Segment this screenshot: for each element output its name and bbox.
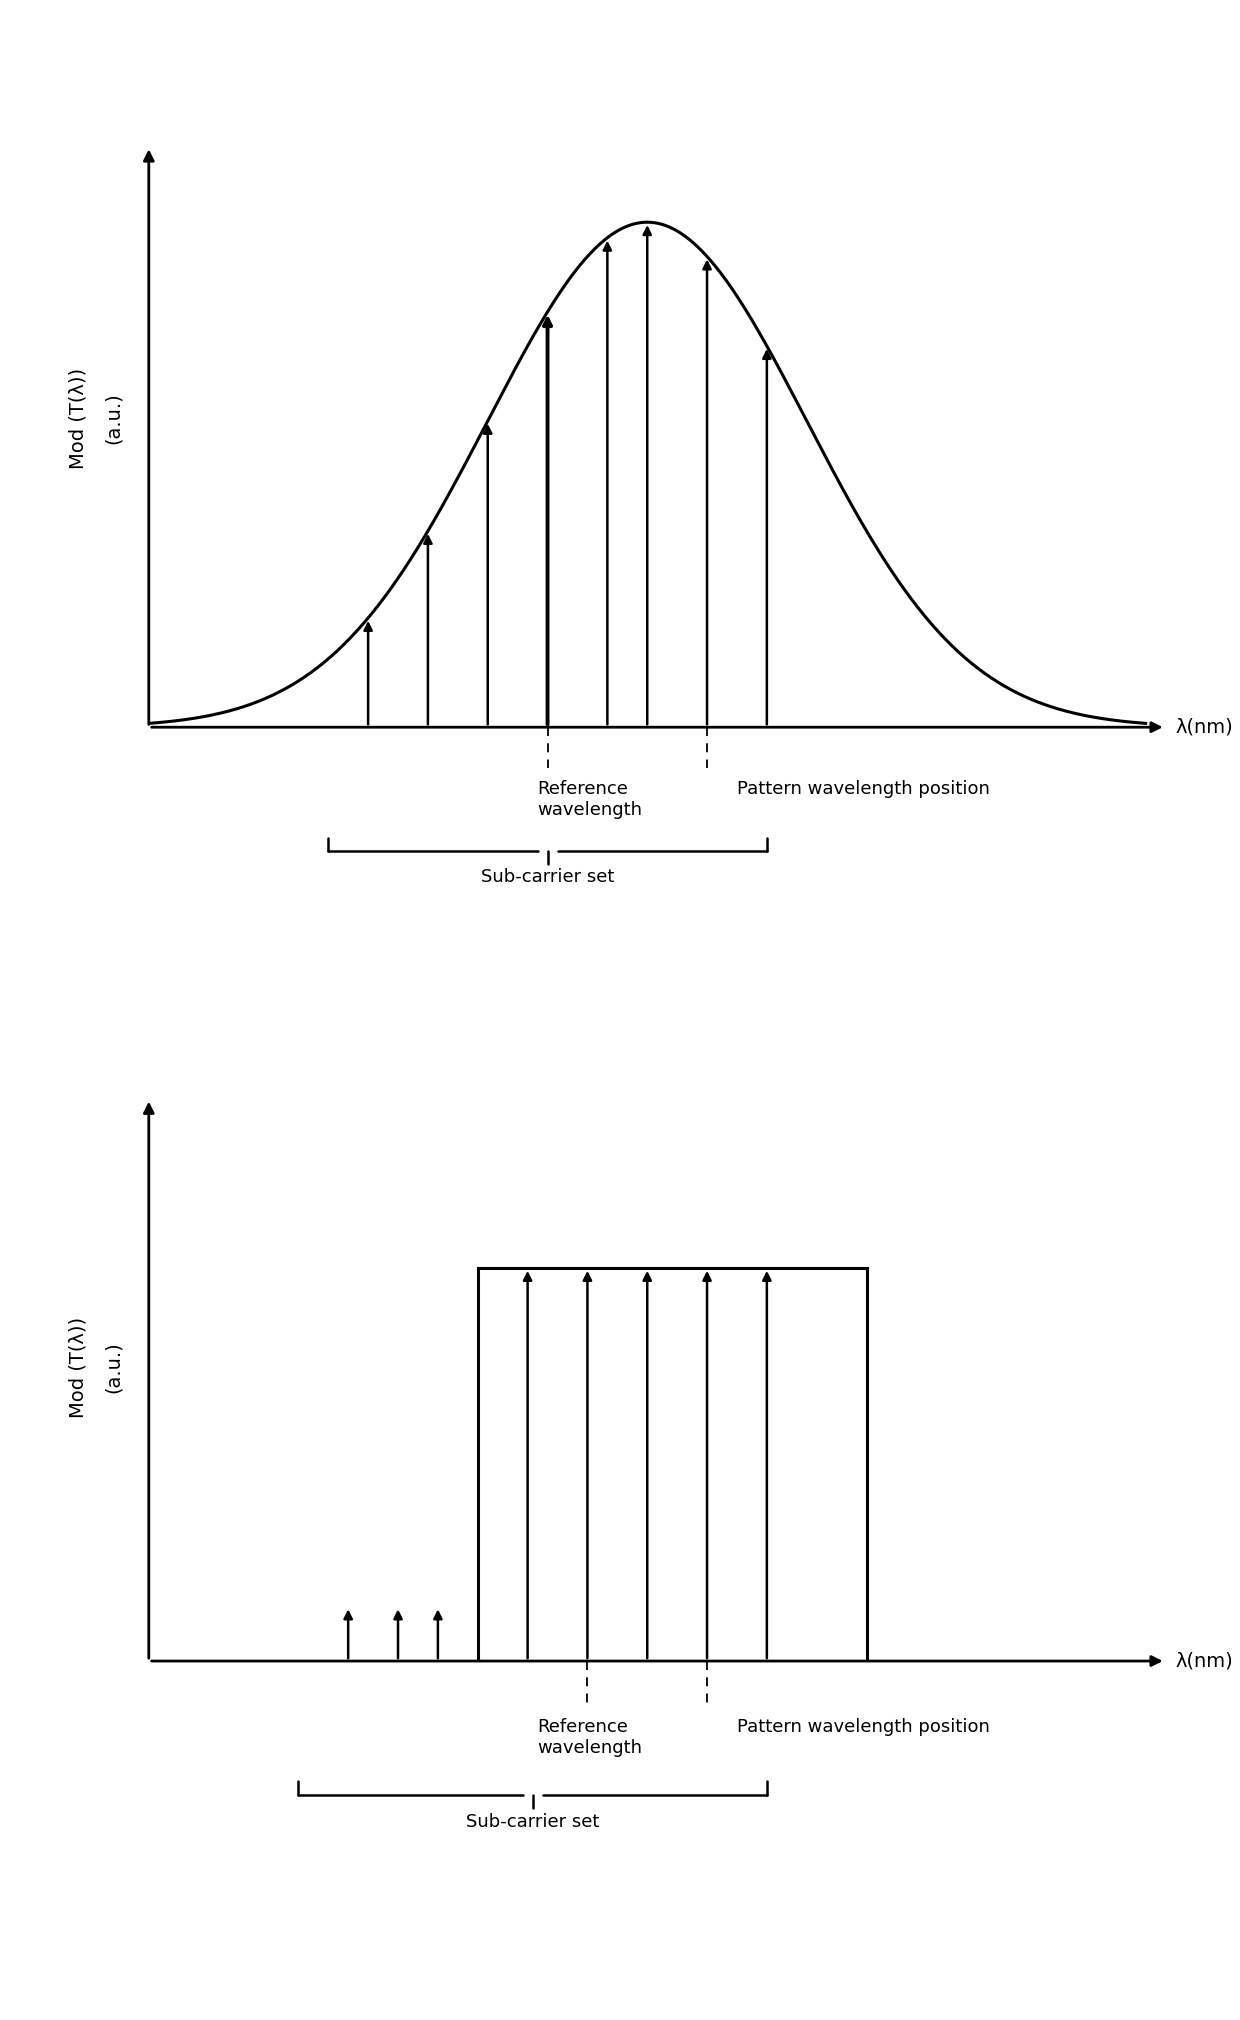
Text: (a.u.): (a.u.) <box>104 1341 123 1394</box>
Text: (a.u.): (a.u.) <box>104 392 123 444</box>
Text: λ(nm): λ(nm) <box>1176 717 1234 737</box>
Text: FIG. 3a: FIG. 3a <box>596 1309 718 1337</box>
Text: Pattern wavelength position: Pattern wavelength position <box>737 1719 990 1737</box>
Text: Pattern wavelength position: Pattern wavelength position <box>737 780 990 798</box>
Text: Mod (T(λ)): Mod (T(λ)) <box>68 368 87 469</box>
Text: Sub-carrier set: Sub-carrier set <box>481 869 614 885</box>
Text: λ(nm): λ(nm) <box>1176 1652 1234 1671</box>
Text: Mod (T(λ)): Mod (T(λ)) <box>68 1317 87 1418</box>
Text: Sub-carrier set: Sub-carrier set <box>466 1812 599 1830</box>
Text: Reference
wavelength: Reference wavelength <box>538 780 642 818</box>
Text: Reference
wavelength: Reference wavelength <box>538 1719 642 1757</box>
